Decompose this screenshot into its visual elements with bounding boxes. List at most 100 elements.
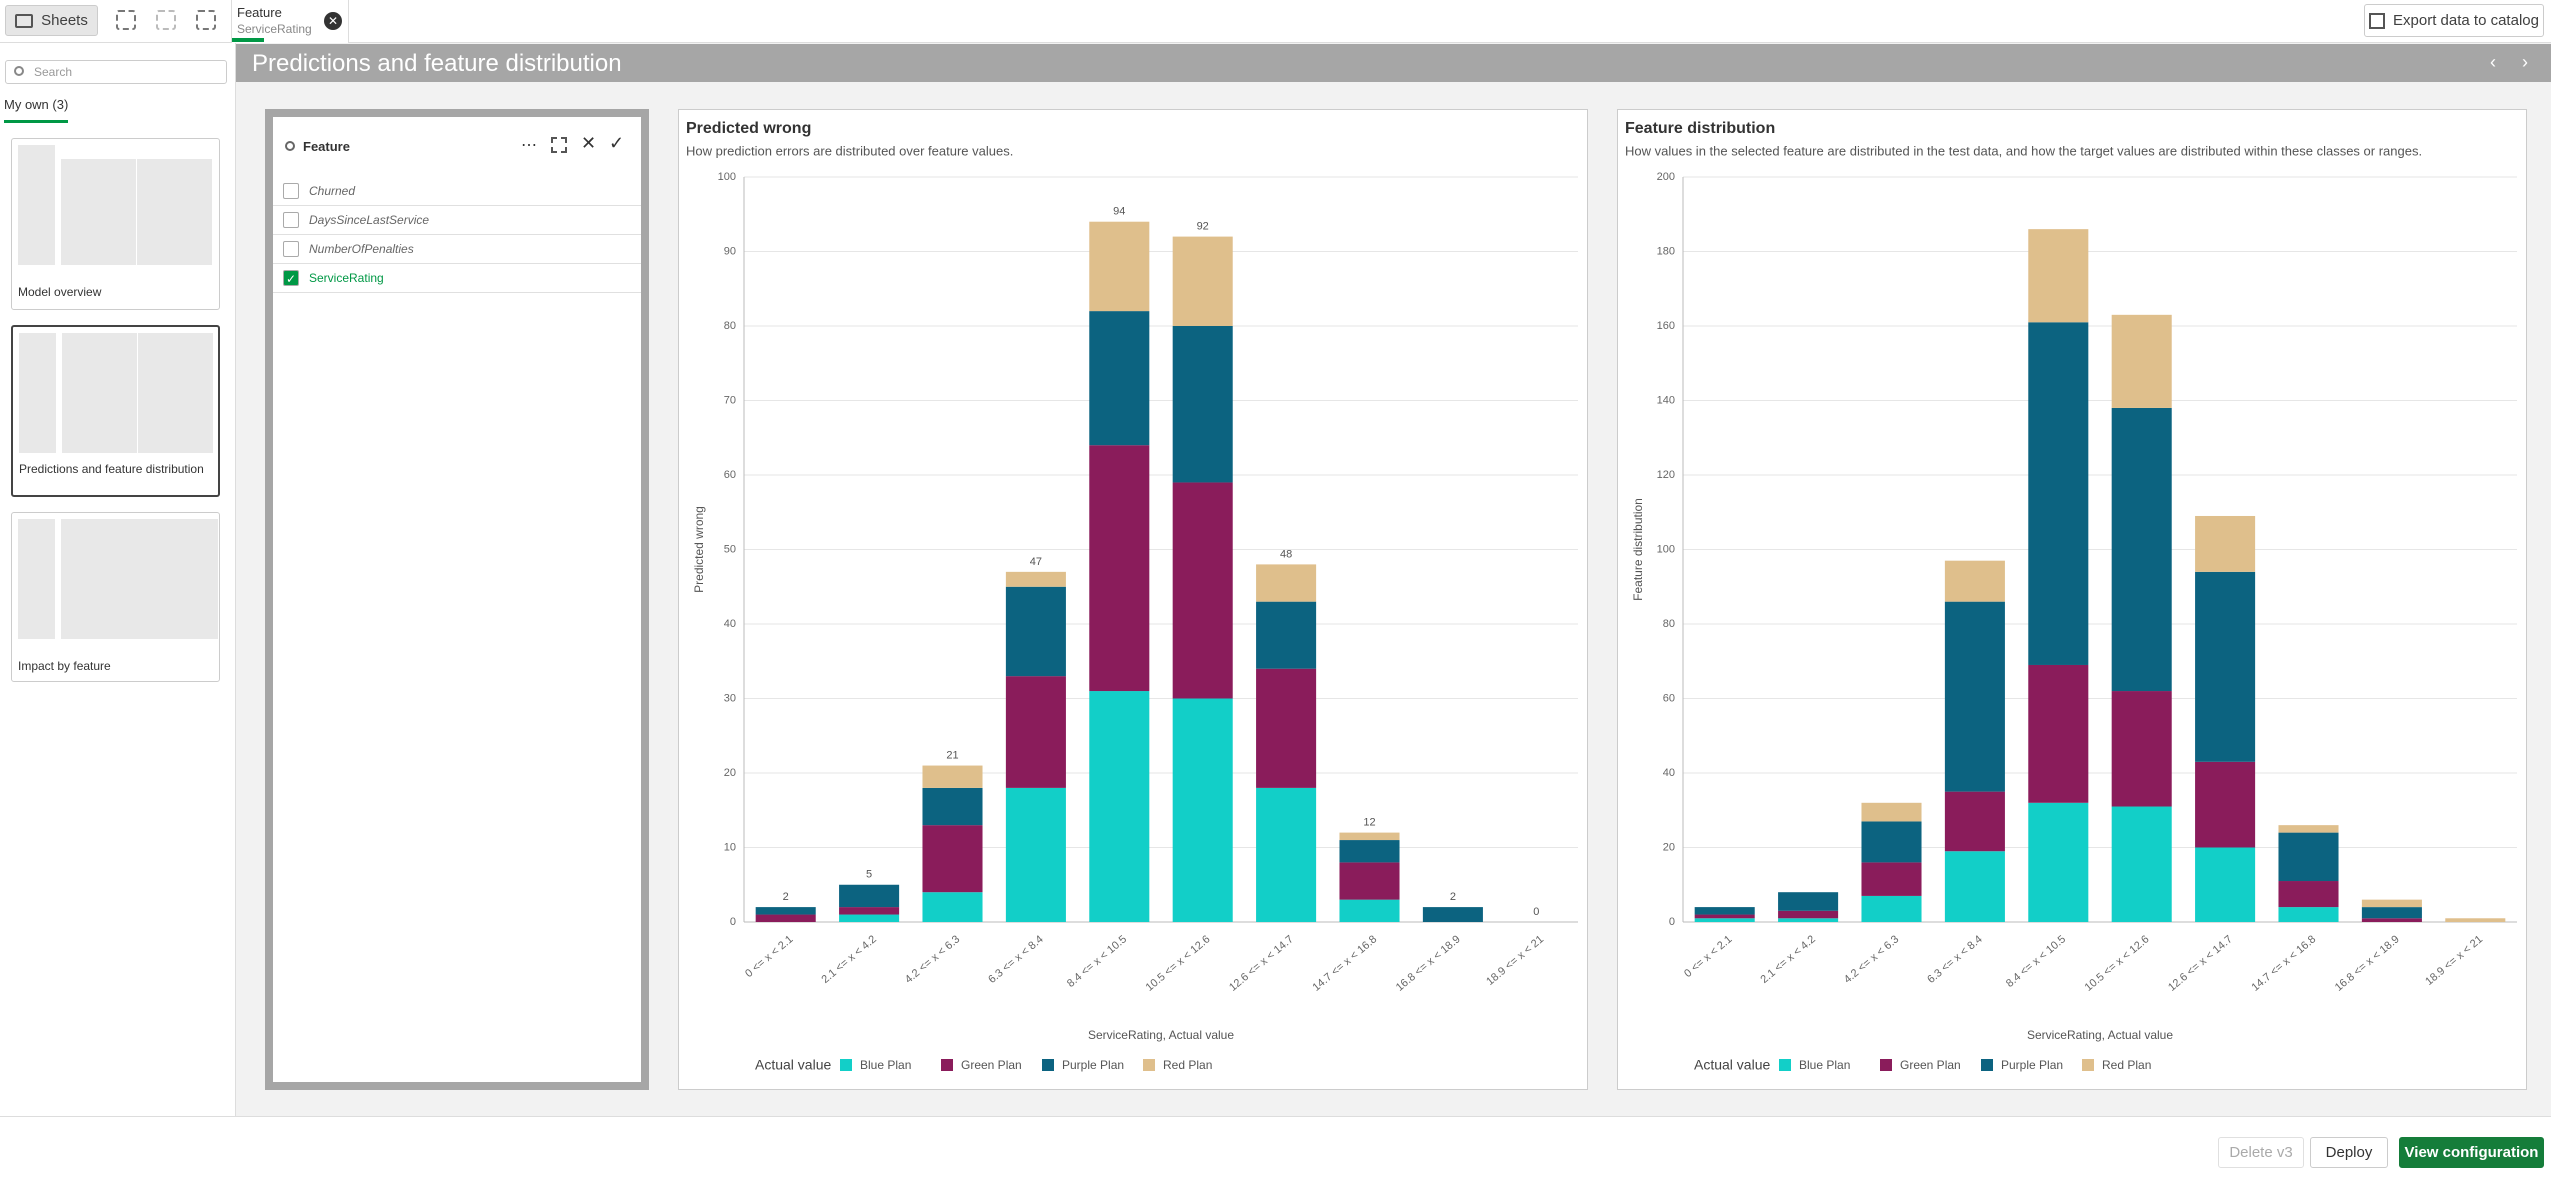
chart: Feature distribution How values in the s… xyxy=(1617,109,2527,1090)
tab-close[interactable]: ✕ xyxy=(324,12,342,30)
sheet-card[interactable]: Model overview xyxy=(11,138,220,310)
y-tick-label: 60 xyxy=(1663,692,1675,704)
export-label: Export data to catalog xyxy=(2393,12,2539,29)
legend-label: Purple Plan xyxy=(2001,1058,2063,1072)
confirm-icon[interactable]: ✓ xyxy=(609,133,625,153)
view-configuration-button[interactable]: View configuration xyxy=(2399,1137,2544,1168)
y-tick-label: 140 xyxy=(1657,394,1675,406)
filter-item-label: ServiceRating xyxy=(309,271,384,285)
bar-segment xyxy=(1089,311,1150,446)
sheet-title-bar: Predictions and feature distribution ‹ › xyxy=(236,44,2551,82)
bar-segment xyxy=(1256,564,1317,602)
filter-item[interactable]: Churned xyxy=(273,177,641,206)
selection-tab[interactable]: Feature ServiceRating ✕ xyxy=(231,0,349,43)
x-axis-title: ServiceRating, Actual value xyxy=(2027,1028,2173,1042)
export-button[interactable]: Export data to catalog xyxy=(2364,4,2544,37)
legend-swatch xyxy=(941,1059,953,1071)
bar-segment xyxy=(2195,761,2256,848)
bar-segment xyxy=(1861,821,1922,863)
bar-segment xyxy=(839,914,900,922)
bar-segment xyxy=(1944,791,2005,852)
y-tick-label: 160 xyxy=(1657,320,1675,332)
bar-segment xyxy=(755,907,816,915)
y-tick-label: 20 xyxy=(1663,841,1675,853)
sheet-name: Model overview xyxy=(18,285,102,299)
thumbnail xyxy=(61,519,218,639)
bar-segment xyxy=(1089,221,1150,312)
bar-segment xyxy=(2028,322,2089,665)
select-icon[interactable] xyxy=(551,137,567,153)
bar-segment xyxy=(1694,918,1755,922)
sheet-name: Impact by feature xyxy=(18,659,111,673)
bar-segment xyxy=(1944,601,2005,792)
bar-segment xyxy=(2278,825,2339,833)
tab-subtitle: ServiceRating xyxy=(237,22,312,36)
bar-segment xyxy=(1694,914,1755,919)
legend-label: Blue Plan xyxy=(1799,1058,1850,1072)
bar-segment xyxy=(922,787,983,826)
selection-icon[interactable] xyxy=(196,10,216,30)
bar-segment xyxy=(2195,847,2256,922)
legend-swatch xyxy=(1981,1059,1993,1071)
sheet-card[interactable]: Predictions and feature distribution xyxy=(11,325,220,497)
thumbnail xyxy=(18,145,55,265)
undo-icon[interactable] xyxy=(116,10,136,30)
bar-segment xyxy=(1944,851,2005,922)
bar-segment xyxy=(1861,802,1922,822)
bar-segment xyxy=(1256,787,1317,922)
filter-item[interactable]: NumberOfPenalties xyxy=(273,235,641,264)
checkbox[interactable] xyxy=(283,212,299,228)
y-tick-label: 40 xyxy=(724,618,736,630)
bar-segment xyxy=(2445,918,2506,922)
bar-segment xyxy=(839,907,900,915)
legend-swatch xyxy=(1042,1059,1054,1071)
my-own-tab[interactable]: My own (3) xyxy=(4,97,69,123)
checkbox[interactable] xyxy=(283,241,299,257)
chart-title: Feature distribution xyxy=(1625,120,1775,137)
tab-indicator xyxy=(232,38,264,42)
next-sheet[interactable]: › xyxy=(2522,52,2528,72)
bar-segment xyxy=(2028,664,2089,803)
thumbnail xyxy=(138,333,213,453)
y-tick-label: 80 xyxy=(724,320,736,332)
filter-list: Feature ⋯ ✕ ✓ Churned DaysSinceLastServic… xyxy=(273,117,641,1082)
sidebar: Search My own (3) Model overview Predict… xyxy=(0,43,236,1116)
legend-swatch xyxy=(1143,1059,1155,1071)
deploy-button[interactable]: Deploy xyxy=(2310,1137,2388,1168)
filter-item[interactable]: ✓ ServiceRating xyxy=(273,264,641,293)
bar-segment xyxy=(2361,918,2422,922)
sheets-label: Sheets xyxy=(41,12,88,29)
sheets-button[interactable]: Sheets xyxy=(5,5,98,36)
bar-segment xyxy=(2028,229,2089,323)
checkbox[interactable]: ✓ xyxy=(283,270,299,286)
legend-label: Green Plan xyxy=(1900,1058,1961,1072)
bar-segment xyxy=(1172,326,1233,483)
sheet-card[interactable]: Impact by feature xyxy=(11,512,220,682)
bar-segment xyxy=(2361,899,2422,908)
y-tick-label: 0 xyxy=(1669,916,1675,928)
prev-sheet[interactable]: ‹ xyxy=(2490,52,2496,72)
legend-title: Actual value xyxy=(755,1057,831,1073)
checkbox[interactable] xyxy=(283,183,299,199)
y-tick-label: 10 xyxy=(724,841,736,853)
y-tick-label: 120 xyxy=(1657,469,1675,481)
bar-segment xyxy=(755,914,816,922)
filter-item-label: Churned xyxy=(309,184,356,198)
filter-item[interactable]: DaysSinceLastService xyxy=(273,206,641,235)
delete-button[interactable]: Delete v3 xyxy=(2218,1137,2304,1168)
clear-icon[interactable]: ✕ xyxy=(581,133,597,153)
chart-subtitle: How prediction errors are distributed ov… xyxy=(686,143,1013,158)
redo-icon[interactable] xyxy=(156,10,176,30)
legend-swatch xyxy=(840,1059,852,1071)
bar-segment xyxy=(2278,881,2339,908)
y-tick-label: 60 xyxy=(724,469,736,481)
bar-segment xyxy=(1339,862,1400,900)
y-tick-label: 0 xyxy=(730,916,736,928)
search-box[interactable]: Search xyxy=(5,60,227,84)
legend-swatch xyxy=(1880,1059,1892,1071)
bar-segment xyxy=(922,825,983,893)
filter-item-label: NumberOfPenalties xyxy=(309,242,414,256)
bar-segment xyxy=(1861,862,1922,896)
more-icon[interactable]: ⋯ xyxy=(521,137,537,154)
legend-swatch xyxy=(2082,1059,2094,1071)
